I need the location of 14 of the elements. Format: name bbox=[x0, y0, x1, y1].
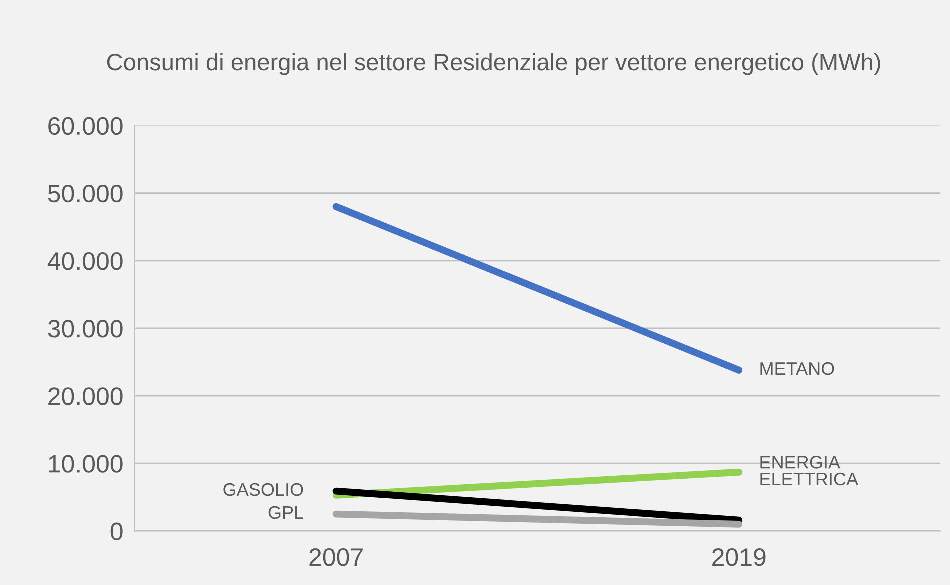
y-tick-label: 30.000 bbox=[48, 320, 123, 338]
x-tick-label: 2019 bbox=[712, 548, 766, 566]
y-tick-label: 60.000 bbox=[48, 117, 123, 136]
y-tick-label: 10.000 bbox=[49, 455, 123, 473]
series-label: METANO bbox=[760, 362, 834, 376]
series-label: ENERGIA ELETTRICA bbox=[760, 456, 859, 486]
chart-title: Consumi di energia nel settore Residenziale per vettore energetico (MWh) bbox=[107, 53, 880, 76]
x-tick-label: 2007 bbox=[310, 548, 363, 566]
y-tick-label: 50.000 bbox=[48, 184, 123, 203]
series-label: GASOLIO bbox=[224, 483, 304, 496]
series-label: GPL bbox=[268, 506, 304, 520]
y-tick-label: 20.000 bbox=[48, 388, 123, 406]
y-tick-label: 40.000 bbox=[48, 252, 123, 270]
y-tick-label: 0 bbox=[110, 522, 123, 540]
